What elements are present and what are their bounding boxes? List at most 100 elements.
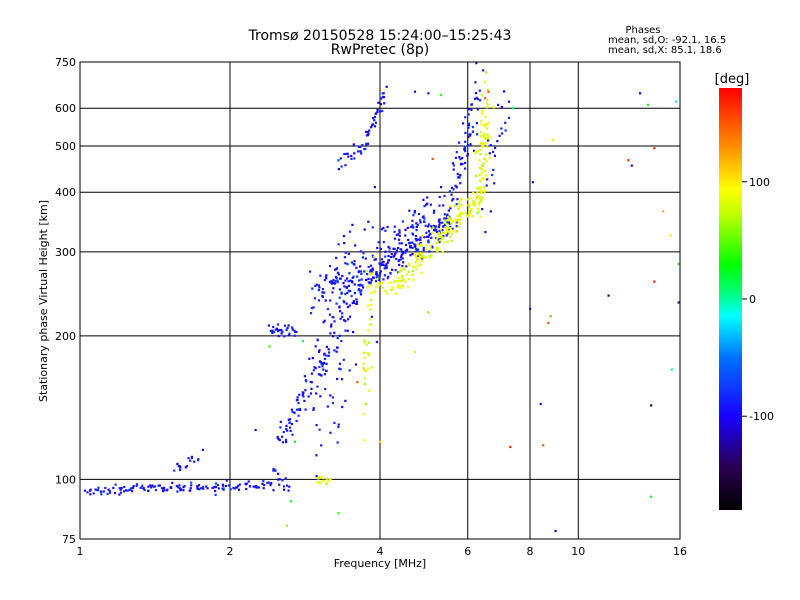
data-point: [331, 291, 334, 294]
data-point: [462, 212, 465, 215]
data-point: [554, 529, 557, 533]
data-point: [176, 462, 179, 466]
data-point: [364, 257, 367, 260]
data-point: [439, 239, 442, 242]
data-point: [341, 315, 344, 318]
data-point: [416, 264, 419, 267]
data-point: [373, 276, 376, 279]
data-point: [482, 69, 485, 72]
data-point: [419, 242, 422, 245]
data-point: [385, 267, 388, 270]
data-point: [318, 349, 321, 352]
data-point: [479, 200, 482, 203]
data-point: [480, 94, 484, 97]
data-point: [382, 241, 385, 244]
y-tick-labels: 75 100 200 300 400 500 600 750: [55, 56, 76, 546]
data-point: [451, 229, 454, 232]
data-point: [404, 234, 407, 237]
data-point: [314, 367, 317, 370]
data-point: [418, 252, 421, 255]
data-point: [232, 486, 235, 489]
data-point: [153, 485, 157, 488]
data-point: [427, 223, 431, 226]
data-point: [394, 280, 397, 283]
data-point: [478, 203, 481, 206]
data-point: [439, 93, 443, 97]
data-point: [318, 286, 321, 289]
data-point: [409, 225, 412, 229]
data-point: [349, 290, 352, 293]
data-point: [361, 143, 364, 147]
data-point: [399, 280, 402, 283]
data-point: [222, 488, 225, 491]
data-point: [475, 62, 478, 65]
data-point: [662, 210, 665, 213]
data-point: [486, 106, 489, 109]
data-point: [382, 278, 385, 281]
data-point: [472, 149, 476, 152]
data-point: [347, 284, 350, 287]
data-point: [197, 484, 201, 487]
data-point: [277, 478, 280, 481]
data-point: [464, 150, 467, 153]
data-point: [480, 123, 483, 126]
data-point: [396, 286, 399, 289]
data-point: [279, 426, 282, 429]
data-point: [336, 279, 339, 282]
data-point: [108, 489, 111, 493]
data-point: [437, 238, 440, 241]
data-point: [263, 483, 266, 487]
data-point: [245, 487, 248, 491]
data-point: [313, 366, 316, 369]
data-point: [360, 289, 363, 292]
data-point: [278, 478, 281, 481]
data-point: [427, 230, 431, 233]
data-point: [497, 103, 500, 106]
x-tick-label: 16: [673, 545, 687, 558]
data-point: [458, 214, 461, 218]
data-point: [303, 399, 306, 402]
data-point: [332, 287, 335, 290]
data-point: [287, 489, 290, 492]
data-point: [384, 289, 387, 292]
data-point: [478, 187, 481, 190]
data-point: [415, 256, 418, 259]
data-point: [429, 232, 432, 235]
data-point: [413, 243, 416, 246]
x-tick-label: 6: [464, 545, 471, 558]
data-point: [285, 328, 288, 331]
data-point: [298, 393, 301, 396]
data-point: [412, 214, 415, 217]
data-point: [130, 490, 134, 493]
data-point: [441, 236, 444, 239]
data-point: [413, 351, 417, 354]
data-point: [353, 263, 356, 266]
y-tick-label: 100: [55, 473, 76, 486]
data-point: [384, 250, 387, 253]
data-point: [274, 328, 277, 331]
data-point: [369, 318, 372, 321]
data-point: [467, 126, 470, 129]
data-point: [323, 357, 327, 361]
data-point: [419, 221, 422, 224]
y-tick-label: 750: [55, 56, 76, 69]
data-point: [456, 219, 459, 222]
data-point: [389, 256, 392, 259]
data-point: [419, 257, 422, 260]
data-point: [270, 482, 273, 485]
data-point: [441, 238, 444, 241]
data-point: [411, 253, 414, 256]
data-point: [478, 174, 481, 177]
data-point: [288, 332, 291, 335]
data-point: [132, 485, 135, 488]
data-point: [407, 286, 410, 289]
data-point: [492, 150, 495, 153]
data-point: [315, 424, 318, 427]
data-point: [400, 279, 403, 282]
data-point: [486, 88, 489, 92]
data-point: [317, 475, 320, 478]
data-point: [275, 327, 279, 330]
data-point: [432, 228, 436, 232]
data-point: [630, 164, 633, 167]
data-point: [439, 228, 442, 231]
